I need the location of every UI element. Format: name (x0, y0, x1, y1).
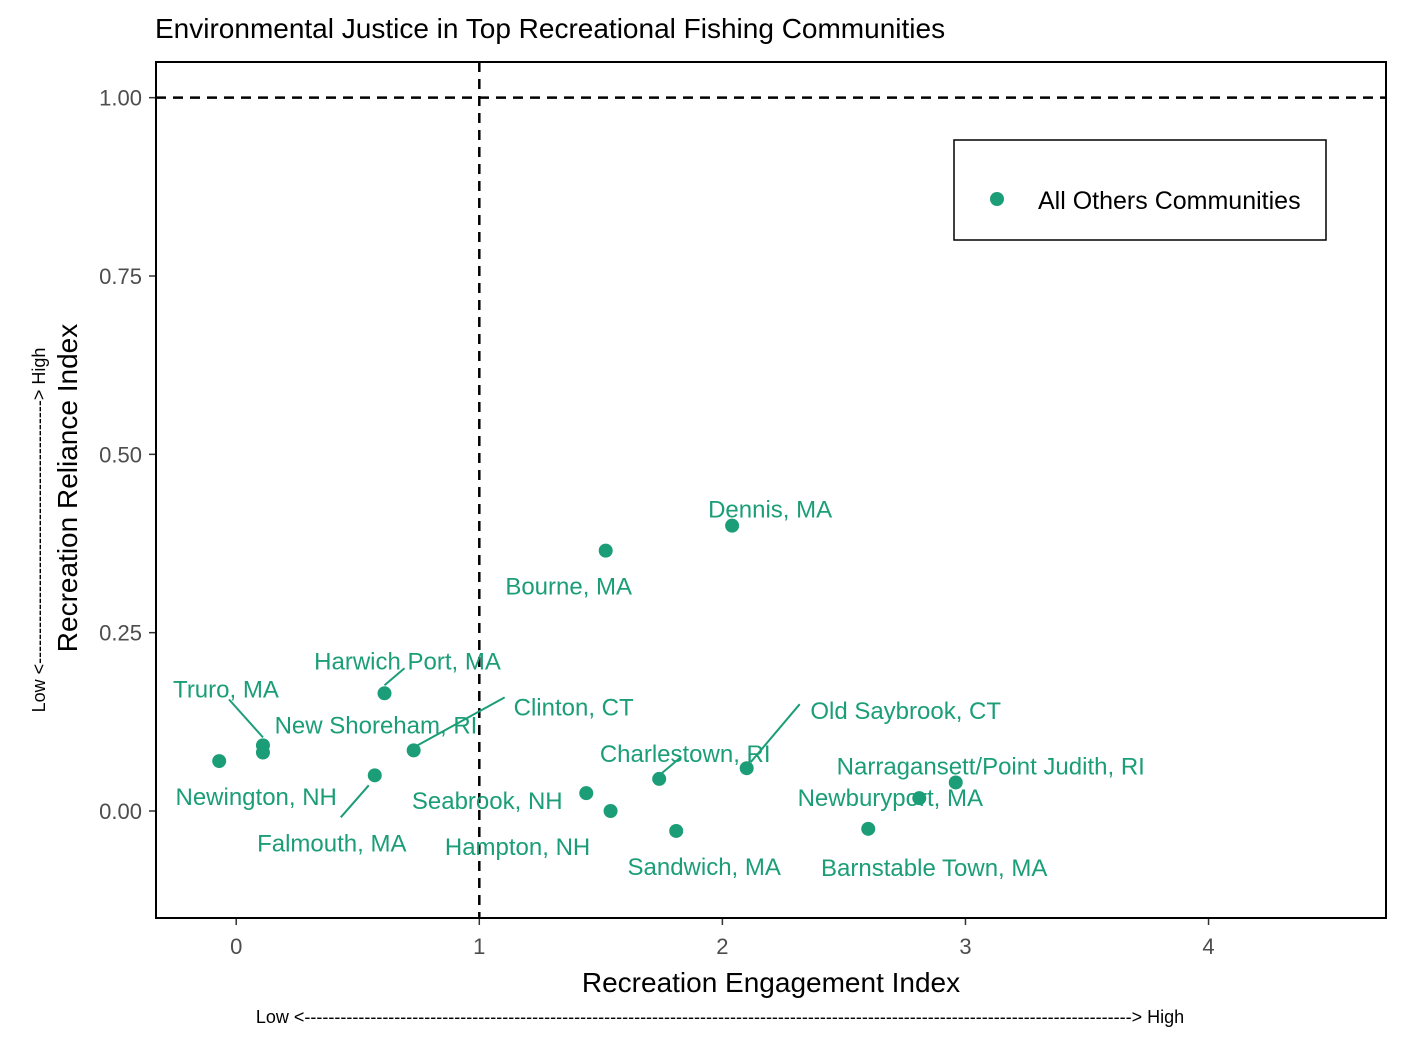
reference-lines-layer (156, 62, 1386, 918)
point-label: New Shoreham, RI (275, 713, 478, 740)
data-point (212, 754, 227, 769)
point-label: Bourne, MA (505, 574, 632, 601)
data-point (367, 768, 382, 783)
data-point (255, 745, 270, 760)
data-point (406, 743, 421, 758)
legend-box (953, 139, 1327, 241)
legend-marker (990, 192, 1004, 206)
x-tick-label: 1 (473, 934, 485, 959)
data-point (598, 543, 613, 558)
legend: All Others Communities (953, 139, 1327, 241)
point-label: Harwich Port, MA (314, 648, 501, 675)
point-label: Narragansett/Point Judith, RI (837, 753, 1145, 780)
chart-title: Environmental Justice in Top Recreationa… (155, 13, 945, 44)
y-tick-label: 0.25 (99, 621, 142, 646)
label-leader-line (415, 696, 506, 748)
y-axis-arrow-label: Low <-----------------------------------… (29, 348, 49, 713)
data-point (669, 823, 684, 838)
point-label: Newington, NH (175, 784, 336, 811)
point-label: Barnstable Town, MA (821, 855, 1047, 882)
point-label: Clinton, CT (514, 694, 634, 721)
axes-layer: 0 1 2 3 4 0.00 0.25 0.50 0.75 1.00 (99, 86, 1215, 959)
point-label: Truro, MA (173, 676, 279, 703)
label-leader-line (749, 703, 801, 763)
point-label: Newburyport, MA (798, 785, 983, 812)
x-tick-label: 0 (230, 934, 242, 959)
label-leader-line (383, 667, 406, 687)
point-label: Seabrook, NH (412, 788, 563, 815)
x-tick-label: 2 (716, 934, 728, 959)
label-leader-line (661, 756, 682, 774)
data-point (861, 821, 876, 836)
y-tick-label: 0.50 (99, 442, 142, 467)
data-point (948, 775, 963, 790)
point-label: Old Saybrook, CT (810, 698, 1001, 725)
point-label: Dennis, MA (708, 497, 832, 524)
label-leader-line (340, 784, 370, 818)
data-point (652, 771, 667, 786)
point-labels-layer: Dennis, MA Bourne, MA Harwich Port, MA Trur… (173, 497, 1145, 882)
x-axis-title: Recreation Engagement Index (582, 967, 960, 998)
points-layer (212, 518, 963, 838)
y-tick-label: 0.75 (99, 264, 142, 289)
point-label: Hampton, NH (445, 834, 590, 861)
data-point (912, 791, 927, 806)
label-leader-line (228, 698, 264, 739)
y-tick-label: 0.00 (99, 799, 142, 824)
legend-label: All Others Communities (1038, 187, 1301, 215)
point-label: Sandwich, MA (627, 854, 780, 881)
data-point (377, 686, 392, 701)
data-point (579, 786, 594, 801)
x-axis-arrow-label: Low <-----------------------------------… (256, 1007, 1184, 1027)
y-tick-label: 1.00 (99, 86, 142, 111)
data-point (725, 518, 740, 533)
y-axis-title: Recreation Reliance Index (52, 324, 83, 652)
x-tick-label: 4 (1202, 934, 1214, 959)
plot-panel-border (155, 61, 1387, 919)
x-tick-label: 3 (959, 934, 971, 959)
point-label: Falmouth, MA (257, 830, 406, 857)
data-point (603, 804, 618, 818)
data-point (739, 761, 754, 776)
